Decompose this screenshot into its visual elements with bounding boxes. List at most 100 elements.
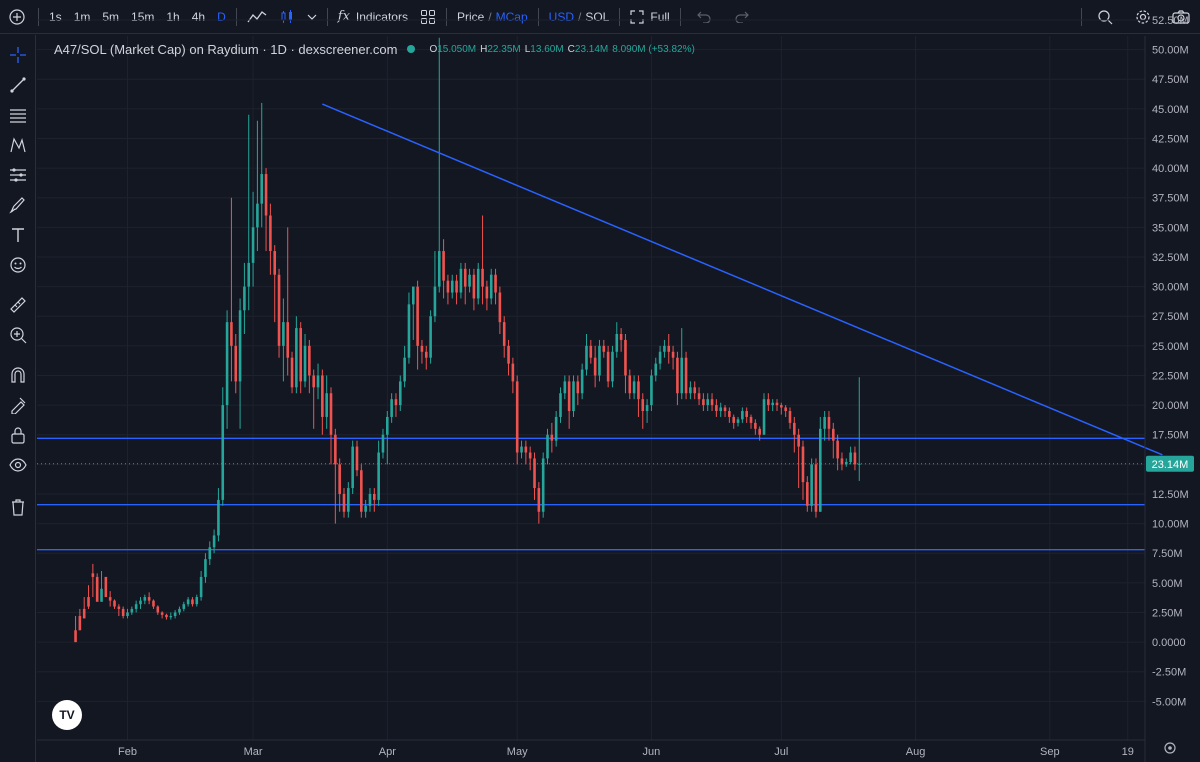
zoom-icon[interactable] — [6, 323, 30, 347]
text-icon[interactable] — [6, 223, 30, 247]
candle-body — [195, 597, 199, 605]
candle — [801, 440, 805, 500]
candle — [225, 310, 229, 429]
eye-icon[interactable] — [6, 453, 30, 477]
candle — [706, 393, 710, 412]
last-price-label: 23.14M — [1152, 459, 1189, 471]
candle-body — [282, 322, 285, 346]
candle-body — [762, 399, 766, 435]
candle-body — [199, 576, 203, 598]
candle — [831, 422, 835, 459]
candle — [585, 334, 588, 376]
emoji-icon[interactable] — [6, 253, 30, 277]
candle-body — [632, 381, 636, 394]
toolbar-separator — [1081, 7, 1082, 26]
tradingview-logo[interactable]: TV — [52, 700, 82, 730]
low-key: L — [524, 43, 531, 55]
ruler-icon[interactable] — [6, 293, 30, 317]
candle-body — [546, 434, 549, 459]
candle — [303, 334, 307, 388]
camera-icon[interactable] — [1162, 0, 1200, 34]
candle-body — [511, 363, 515, 382]
x-axis[interactable]: Feb Mar Apr May Jun Jul Aug Sep 19 — [37, 739, 1176, 758]
candle-body — [797, 434, 800, 447]
lock-icon[interactable] — [6, 423, 30, 447]
candle — [814, 458, 818, 518]
trash-icon[interactable] — [6, 495, 30, 519]
crosshair-icon[interactable] — [6, 43, 30, 67]
candle-body — [329, 393, 333, 435]
lock-drawing-icon[interactable] — [6, 393, 30, 417]
candle — [502, 316, 506, 358]
candle — [580, 363, 584, 400]
x-tick-label: May — [507, 746, 528, 758]
magnet-icon[interactable] — [6, 363, 30, 387]
candle-body — [784, 407, 787, 412]
prediction-icon[interactable] — [6, 163, 30, 187]
candle — [723, 405, 727, 417]
candle — [217, 488, 220, 542]
candle — [702, 393, 705, 412]
candle-body — [468, 274, 471, 287]
trendline-group[interactable] — [322, 103, 1163, 456]
candle — [191, 597, 194, 607]
candle — [290, 351, 294, 394]
candle-body — [771, 402, 774, 406]
candle — [273, 245, 277, 323]
candle-body — [554, 416, 558, 441]
add-symbol-icon[interactable] — [0, 0, 34, 34]
chart-type-button[interactable] — [241, 0, 273, 34]
candle-body — [853, 452, 857, 465]
interval-d[interactable]: D — [217, 9, 226, 24]
candle-body — [831, 428, 835, 441]
candle — [398, 375, 402, 412]
candle — [182, 601, 186, 612]
candle — [95, 573, 99, 602]
brush-icon[interactable] — [6, 193, 30, 217]
candle — [494, 268, 497, 305]
candle-body — [273, 251, 277, 275]
candle — [325, 375, 328, 429]
candle — [667, 334, 671, 364]
candle-body — [368, 493, 372, 506]
candle-body — [844, 461, 848, 465]
trend-line-icon[interactable] — [6, 73, 30, 97]
y-tick-label: 10.00M — [1152, 519, 1189, 531]
candle-body — [572, 381, 575, 412]
candle — [247, 114, 251, 311]
candle — [130, 606, 134, 615]
candle — [355, 440, 359, 477]
candle-body — [550, 434, 554, 441]
fib-icon[interactable] — [6, 103, 30, 127]
candle — [87, 585, 90, 609]
y-tick-label: 42.50M — [1152, 133, 1189, 145]
settings-gear-icon[interactable] — [1124, 0, 1162, 34]
candle — [758, 426, 761, 441]
templates-button[interactable] — [414, 0, 442, 34]
candle — [541, 452, 545, 518]
candle-body — [515, 381, 519, 453]
candle — [195, 594, 199, 607]
pattern-icon[interactable] — [6, 133, 30, 157]
trend-line — [322, 103, 1163, 456]
candle — [386, 411, 389, 465]
y-axis[interactable]: 52.50M 50.00M 47.50M 45.00M 42.50M 40.00M 37.5… — [1144, 15, 1189, 762]
candle-body — [654, 363, 658, 376]
candle-body — [641, 399, 645, 412]
redo-icon[interactable] — [723, 0, 761, 34]
chevron-down-icon[interactable] — [301, 0, 323, 34]
candle — [840, 452, 844, 471]
candle — [204, 553, 207, 583]
candle — [827, 411, 831, 441]
candle-body — [849, 452, 852, 462]
candle — [329, 387, 333, 465]
candle-body — [156, 606, 160, 613]
undo-icon[interactable] — [685, 0, 723, 34]
candle-body — [334, 434, 337, 465]
low-value: 13.60M — [530, 43, 564, 55]
candle — [507, 339, 510, 376]
candle — [459, 262, 463, 299]
candle — [100, 571, 103, 602]
candle-body — [481, 268, 484, 287]
